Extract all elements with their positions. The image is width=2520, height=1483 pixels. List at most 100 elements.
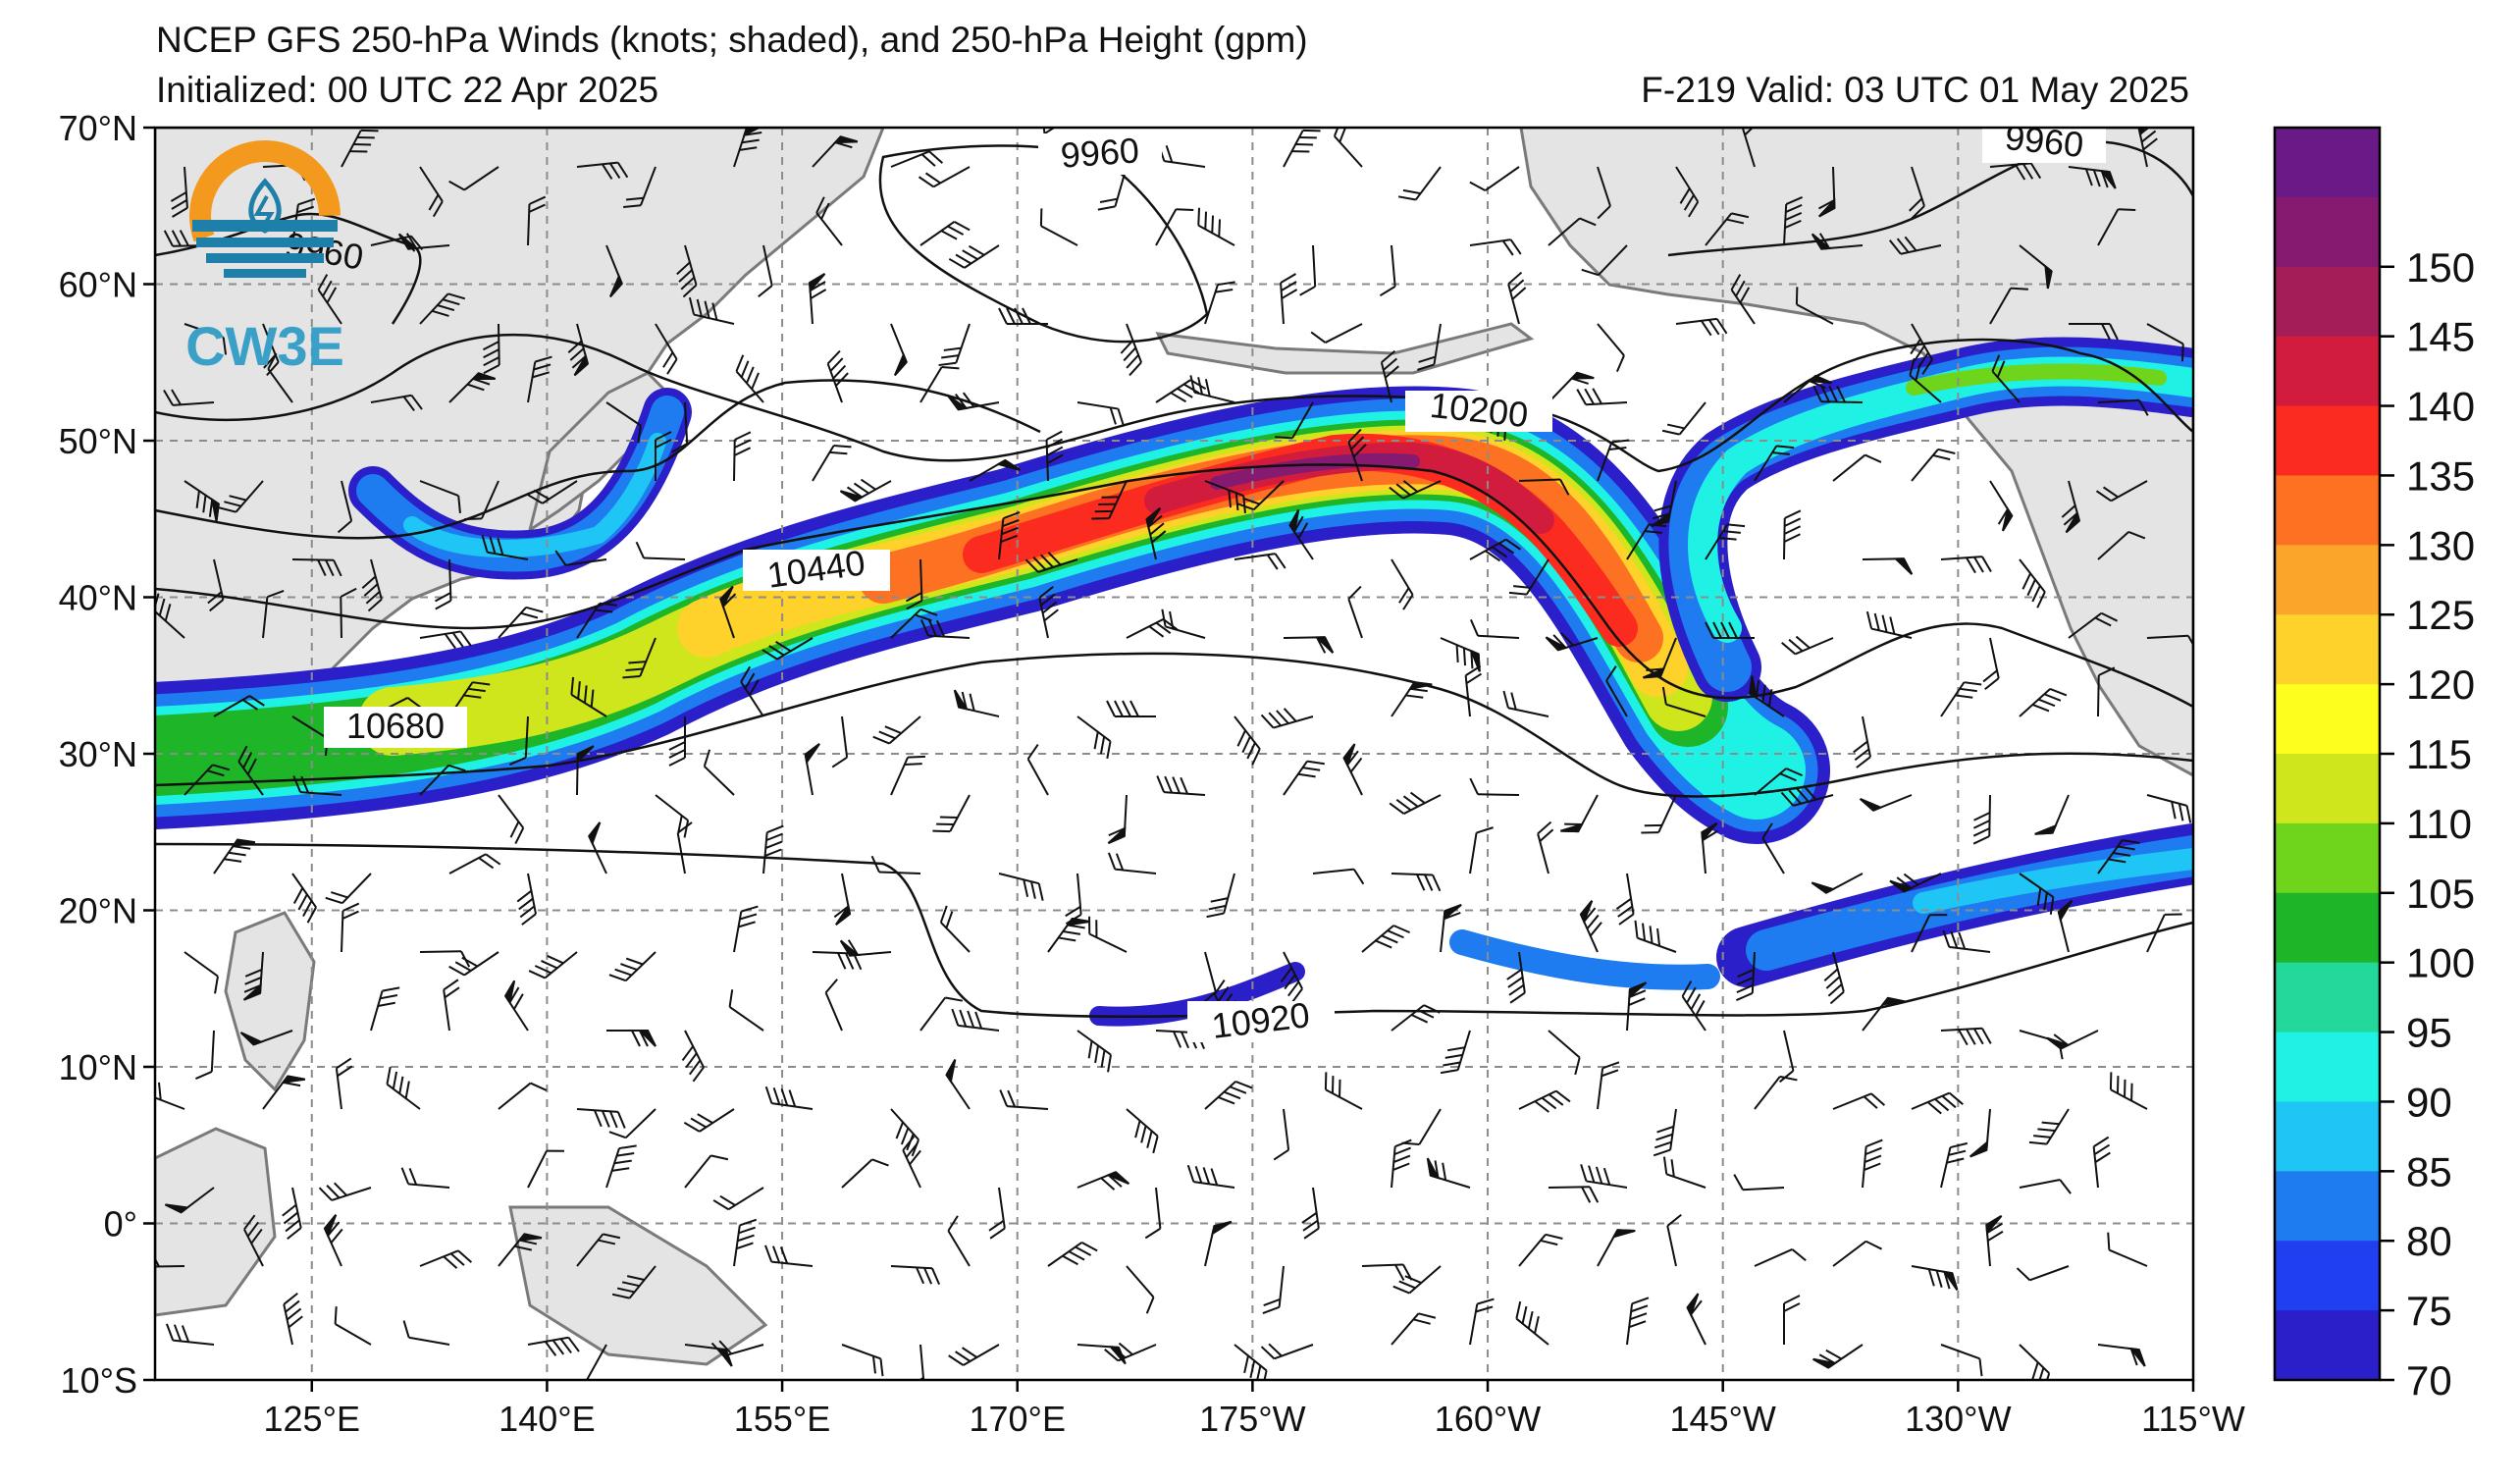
wind-barb [1783, 374, 1832, 403]
wind-barb [1426, 1157, 1471, 1189]
wind-barb [1397, 166, 1442, 201]
wind-barb [2057, 899, 2074, 953]
wind-barb [291, 558, 342, 577]
wind-barb [1391, 1312, 1437, 1346]
contour-10920 [155, 842, 2193, 1019]
wind-barb [1047, 1242, 1098, 1267]
wind-barb [841, 1344, 884, 1377]
wind-barb [1038, 585, 1059, 639]
wind-barb [2095, 480, 2148, 503]
wind-barb [334, 1306, 372, 1346]
wind-barb [419, 166, 444, 218]
contour-labels: 9960 9960 10200 10440 10680 10920 9960 [282, 128, 2106, 1046]
wind-barb [262, 1075, 306, 1110]
wind-barb [905, 558, 923, 610]
wind-barb [764, 1245, 814, 1267]
wind-barb [1039, 208, 1078, 246]
wind-barb [243, 1214, 264, 1267]
wind-barb [1761, 822, 1785, 874]
wind-barb [509, 715, 529, 767]
wind-barb [1518, 478, 1570, 496]
wind-barb [1832, 1240, 1883, 1267]
wind-barb [1126, 1265, 1155, 1314]
wind-barb [570, 676, 607, 717]
wind-barb [218, 480, 264, 513]
lat-tick-label: 60°N [59, 265, 137, 305]
lat-tick-label: 0° [104, 1204, 137, 1245]
wind-barb [1779, 1030, 1795, 1084]
wind-barb [1783, 509, 1802, 560]
wind-barb [419, 480, 461, 513]
wind-barb [402, 1320, 450, 1346]
colorbar-tick-label: 135 [2406, 452, 2475, 499]
wind-barb [1507, 271, 1527, 325]
wind-barb [2109, 1072, 2148, 1110]
wind-barb [2028, 1108, 2070, 1145]
wind-barb [1262, 1265, 1285, 1314]
wind-barb [361, 558, 383, 612]
wind-barb [317, 274, 342, 325]
wind-barb [1024, 552, 1078, 573]
wind-barb [2092, 1136, 2111, 1189]
wind-barb [1548, 1030, 1581, 1076]
wind-barb [918, 166, 971, 188]
wind-barb [170, 166, 188, 218]
wind-barb [1754, 768, 1803, 796]
wind-barb [1545, 631, 1599, 652]
wind-barb [341, 129, 379, 168]
wind-barb [419, 292, 466, 325]
wind-barb [370, 986, 400, 1032]
wind-barb [1909, 357, 1942, 403]
wind-barb [1283, 129, 1321, 168]
wind-barb [1379, 244, 1396, 297]
wind-barb [516, 873, 537, 926]
main-jet [155, 386, 1830, 844]
lat-tick-label: 10°N [59, 1047, 137, 1087]
wind-barb [681, 1030, 705, 1083]
wind-barb [1705, 212, 1750, 246]
wind-barb [919, 221, 971, 246]
colorbar-tick-label: 105 [2406, 871, 2475, 917]
wind-barb [337, 480, 353, 534]
wind-barb [1391, 1004, 1441, 1032]
wind-barb [1661, 401, 1706, 436]
wind-barb [267, 352, 293, 403]
wind-barb [1391, 558, 1414, 610]
wind-barbs [155, 128, 2193, 1380]
wind-barb [1651, 480, 1677, 527]
wind-barb [370, 394, 423, 412]
colorbar-tick-label: 120 [2406, 662, 2475, 708]
wind-barb [1989, 162, 2042, 181]
wind-barb [1234, 553, 1286, 570]
wind-barb [1686, 1293, 1706, 1346]
wind-barb [831, 715, 849, 768]
colorbar-tick-label: 75 [2406, 1288, 2452, 1334]
wind-barb [1653, 1108, 1677, 1157]
wind-barb [325, 873, 372, 905]
wind-barb [1597, 166, 1611, 220]
wind-barb [1440, 637, 1481, 672]
wind-barb [735, 354, 764, 403]
subtropical-jet [1089, 823, 2193, 1027]
wind-barb [1155, 208, 1194, 246]
wind-barb [1469, 826, 1494, 874]
wind-barb [998, 873, 1044, 901]
wind-barb [1666, 1213, 1682, 1267]
wind-barb [919, 996, 964, 1032]
wind-barb [464, 480, 499, 521]
colorbar-segment [2275, 545, 2380, 615]
colorbar-segment [2275, 892, 2380, 964]
wind-barb [1391, 681, 1433, 717]
wind-barb [758, 244, 773, 298]
wind-barb [448, 372, 496, 403]
wind-barb [998, 511, 1021, 560]
wind-barb [443, 979, 460, 1032]
wind-barb [1982, 637, 2000, 691]
wind-barb [1780, 785, 1834, 807]
wind-barb [1515, 1300, 1549, 1346]
wind-barb [919, 366, 960, 403]
wind-barb [335, 1057, 353, 1110]
wind-barb [1940, 1141, 1969, 1189]
wind-barb [2016, 1265, 2070, 1282]
wind-barb [498, 1233, 543, 1267]
